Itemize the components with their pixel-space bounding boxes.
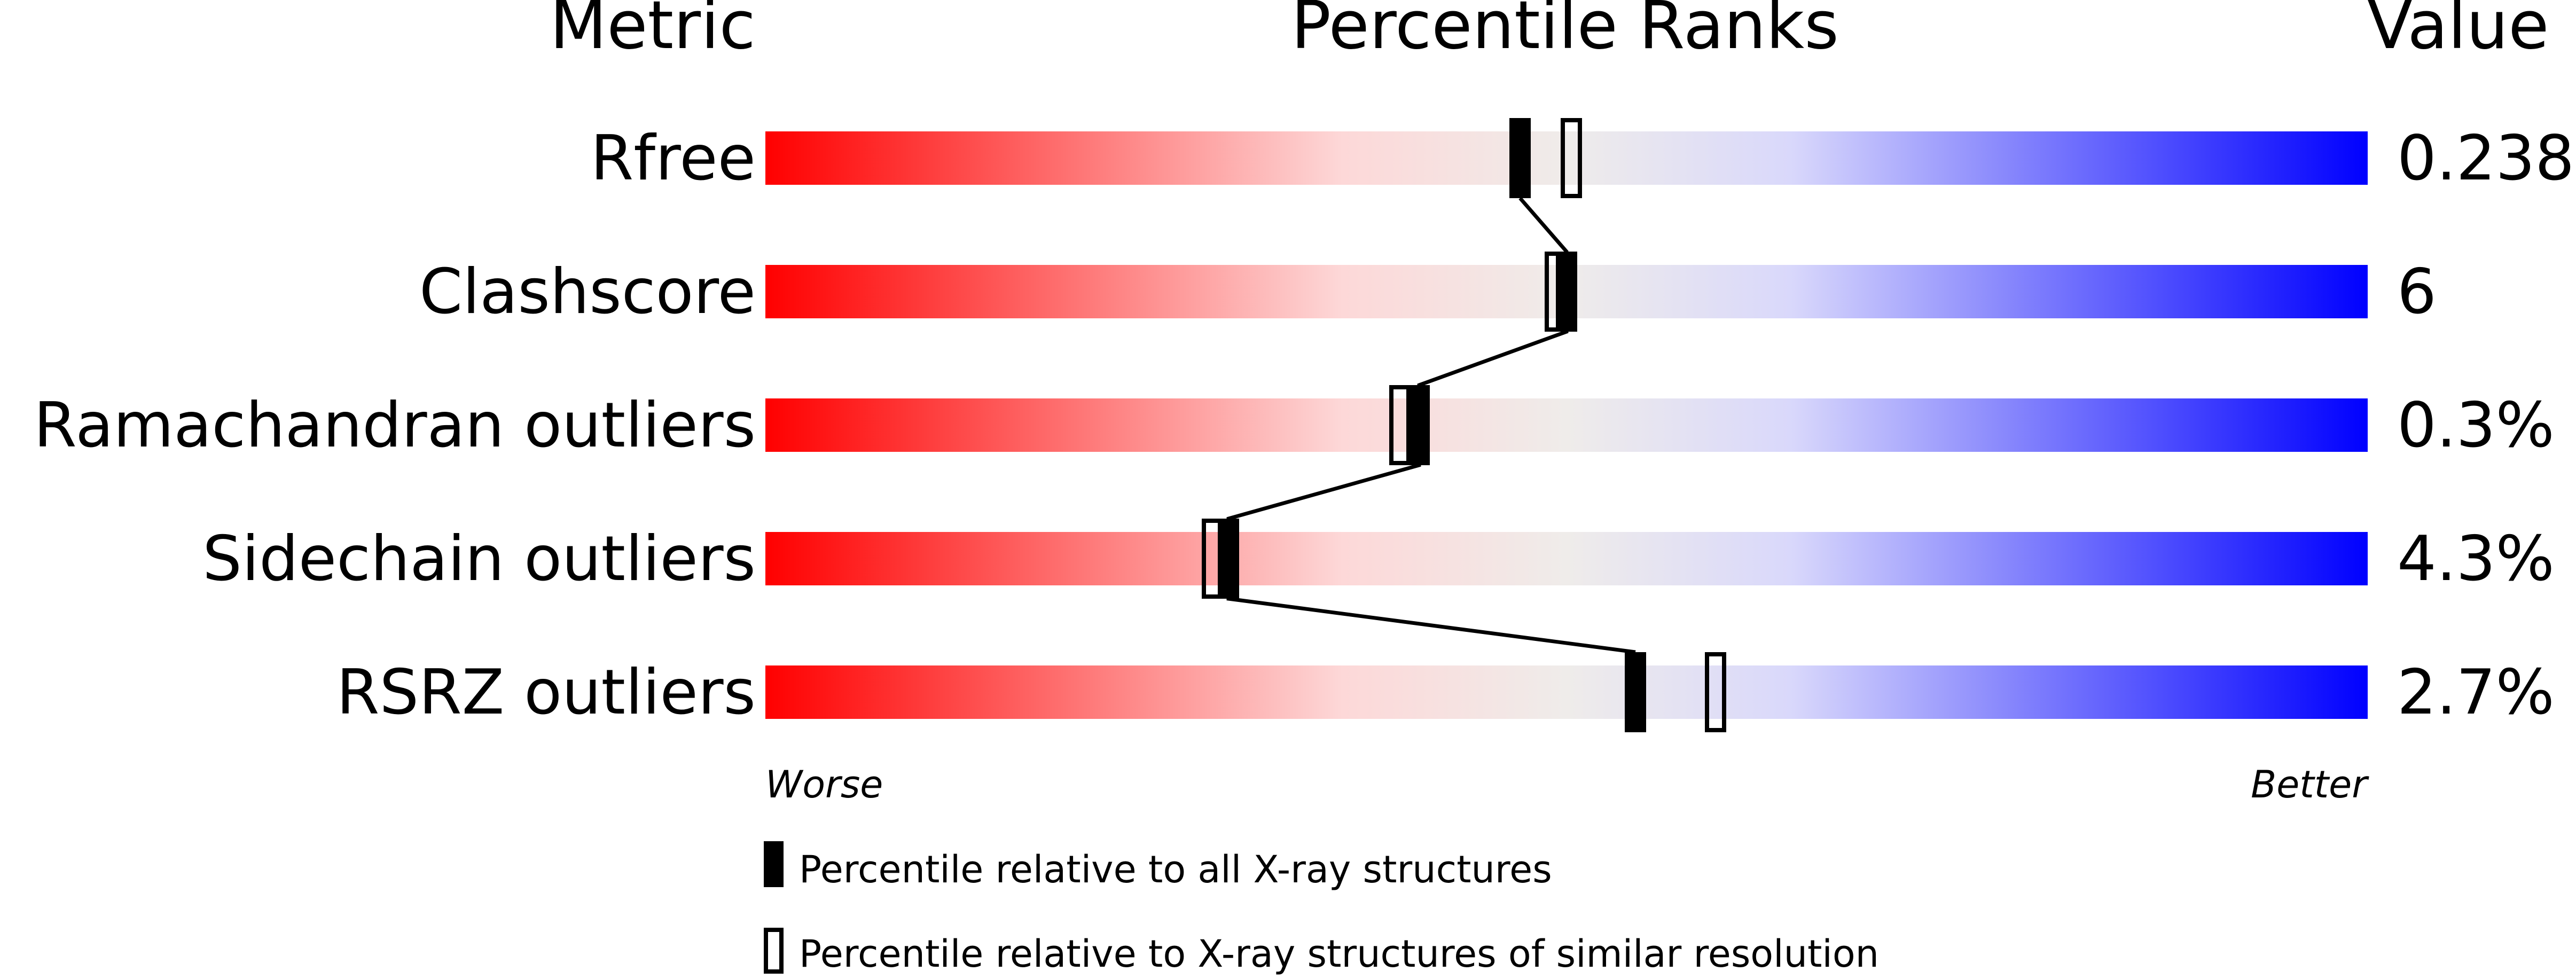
metric-label-rsrz-outliers: RSRZ outliers	[336, 656, 756, 729]
percentile-bar-rfree	[765, 131, 2368, 185]
legend-open-marker	[764, 928, 784, 974]
marker-all-ramachandran-outliers	[1408, 385, 1430, 465]
header-value: Value	[2367, 0, 2549, 64]
value-rfree: 0.238	[2397, 122, 2574, 194]
marker-similar-rfree	[1561, 118, 1582, 198]
header-metric: Metric	[550, 0, 756, 64]
metric-label-ramachandran-outliers: Ramachandran outliers	[34, 389, 756, 461]
legend-label-similar: Percentile relative to X-ray structures …	[799, 932, 1879, 976]
axis-label-better: Better	[2251, 763, 2369, 806]
percentile-bar-sidechain-outliers	[765, 532, 2368, 585]
value-sidechain-outliers: 4.3%	[2397, 523, 2555, 595]
marker-similar-rsrz-outliers	[1705, 652, 1726, 732]
axis-label-worse: Worse	[765, 763, 883, 806]
header-percentile-ranks: Percentile Ranks	[1291, 0, 1839, 64]
marker-similar-clashscore	[1545, 252, 1566, 332]
marker-all-rfree	[1509, 118, 1531, 198]
marker-similar-sidechain-outliers	[1202, 519, 1223, 599]
marker-similar-ramachandran-outliers	[1389, 385, 1411, 465]
legend-label-all: Percentile relative to all X-ray structu…	[799, 848, 1552, 891]
metric-label-clashscore: Clashscore	[419, 256, 756, 328]
marker-all-rsrz-outliers	[1625, 652, 1646, 732]
percentile-bar-ramachandran-outliers	[765, 398, 2368, 452]
metric-label-sidechain-outliers: Sidechain outliers	[202, 523, 756, 595]
value-ramachandran-outliers: 0.3%	[2397, 389, 2555, 461]
value-rsrz-outliers: 2.7%	[2397, 656, 2555, 729]
legend-filled-marker	[764, 841, 784, 887]
percentile-bar-rsrz-outliers	[765, 665, 2368, 719]
marker-all-clashscore	[1556, 252, 1577, 332]
value-clashscore: 6	[2397, 256, 2437, 328]
metric-label-rfree: Rfree	[591, 122, 756, 194]
